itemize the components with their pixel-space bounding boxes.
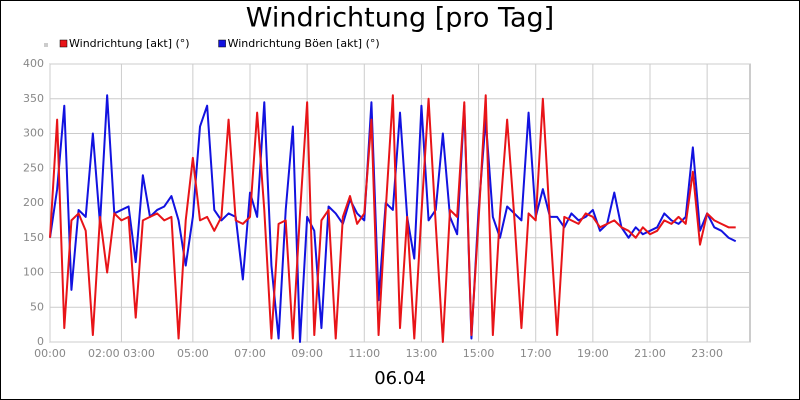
x-tick-label: 21:00 <box>634 347 666 360</box>
x-tick-label: 09:00 <box>291 347 323 360</box>
x-tick-label: 00:00 <box>34 347 66 360</box>
legend-swatch <box>218 39 226 48</box>
y-tick-label: 300 <box>23 127 44 140</box>
y-tick-label: 100 <box>23 266 44 279</box>
legend-marker <box>44 43 48 47</box>
series-line <box>49 94 736 343</box>
chart-title: Windrichtung [pro Tag] <box>246 3 554 34</box>
x-tick-label: 02:00 03:00 <box>88 347 155 360</box>
y-tick-label: 200 <box>23 196 44 209</box>
legend-swatch <box>59 39 68 48</box>
legend-label: Windrichtung [akt] (°) <box>69 37 190 50</box>
y-tick-label: 0 <box>37 335 44 348</box>
x-tick-label: 05:00 <box>177 347 209 360</box>
y-tick-label: 50 <box>30 300 44 313</box>
x-tick-label: 15:00 <box>463 347 495 360</box>
x-axis-label: 06.04 <box>374 368 426 389</box>
y-tick-label: 150 <box>23 231 44 244</box>
y-tick-label: 250 <box>23 161 44 174</box>
x-tick-label: 13:00 <box>406 347 438 360</box>
x-tick-label: 23:00 <box>691 347 723 360</box>
x-tick-label: 17:00 <box>520 347 552 360</box>
x-tick-label: 11:00 <box>348 347 380 360</box>
legend-label: Windrichtung Böen [akt] (°) <box>228 37 380 50</box>
y-tick-label: 400 <box>23 57 44 70</box>
y-tick-label: 350 <box>23 92 44 105</box>
x-tick-label: 07:00 <box>234 347 266 360</box>
x-tick-label: 19:00 <box>577 347 609 360</box>
